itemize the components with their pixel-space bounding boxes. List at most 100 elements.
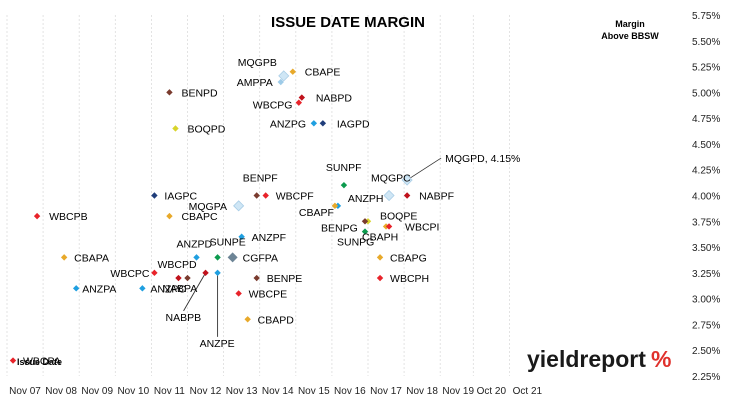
- y-tick-label: 5.75%: [692, 11, 720, 22]
- scatter-point: [214, 254, 221, 261]
- point-label: BENPF: [243, 173, 278, 185]
- scatter-point: [244, 316, 251, 323]
- point-label: ANZPD: [177, 238, 213, 250]
- x-tick-label: Nov 11: [154, 386, 185, 397]
- scatter-point: [376, 274, 384, 282]
- scatter-point: [166, 89, 173, 96]
- scatter-point: [33, 212, 41, 220]
- scatter-point: [376, 254, 384, 261]
- scatter-point: [151, 192, 158, 199]
- scatter-point: [151, 269, 158, 277]
- y-tick-label: 2.75%: [692, 320, 720, 331]
- scatter-point: [262, 192, 269, 199]
- scatter-point: [184, 274, 191, 282]
- y-tick-label: 2.25%: [692, 372, 720, 383]
- x-tick-label: Nov 17: [370, 386, 402, 397]
- logo-wordmark: yieldreport: [527, 346, 646, 372]
- point-label: NABPD: [316, 93, 353, 105]
- y-tick-label: 4.25%: [692, 166, 720, 177]
- point-label: SUNPE: [210, 236, 246, 248]
- point-label: CBAPF: [299, 207, 334, 219]
- yieldreport-logo: yieldreport %: [527, 346, 671, 372]
- scatter-point: [331, 202, 339, 210]
- x-tick-label: Nov 19: [442, 386, 474, 397]
- scatter-point: [401, 174, 413, 186]
- scatter-point: [295, 99, 303, 106]
- point-label: NABPF: [419, 191, 454, 203]
- scatter-point: [253, 192, 260, 199]
- scatter-point: [214, 269, 221, 277]
- point-label: CBAPH: [362, 231, 398, 243]
- scatter-point: [72, 285, 80, 292]
- y-tick-label: 5.25%: [692, 63, 720, 74]
- scatter-point: [233, 200, 245, 212]
- x-tick-label: Nov 18: [406, 386, 438, 397]
- x-tick-label: Nov 10: [117, 386, 149, 397]
- point-label: MQGPD, 4.15%: [445, 153, 520, 165]
- x-tick-label: Nov 09: [81, 386, 113, 397]
- logo-percent: %: [651, 346, 671, 372]
- point-label: WBCPE: [249, 288, 288, 300]
- point-label: WBCPF: [276, 191, 314, 203]
- issue-date-note: Issue Date: [17, 357, 62, 367]
- x-tick-label: Nov 08: [45, 386, 77, 397]
- scatter-point: [172, 125, 179, 132]
- point-label: ANZPF: [252, 232, 286, 244]
- point-label: BOQPD: [187, 123, 225, 135]
- scatter-point: [361, 218, 369, 225]
- point-label: IAGPC: [164, 191, 197, 203]
- point-label: ANZPA: [82, 283, 116, 295]
- x-tick-label: Nov 13: [226, 386, 258, 397]
- y-tick-label: 4.75%: [692, 114, 720, 125]
- x-tick-label: Nov 15: [298, 386, 330, 397]
- data-points: [9, 68, 413, 364]
- x-tick-label: Oct 20: [477, 386, 507, 397]
- point-label: BENPG: [321, 222, 358, 234]
- point-label: CBAPC: [181, 211, 218, 223]
- point-label: CBAPE: [305, 67, 341, 79]
- scatter-point: [227, 252, 238, 263]
- point-label: CGFPA: [243, 252, 278, 264]
- point-label: IAGPD: [337, 118, 370, 130]
- x-tick-label: Nov 16: [334, 386, 366, 397]
- point-label: WBCPD: [158, 259, 198, 271]
- leader-lines: [183, 157, 442, 337]
- point-label: ANZPG: [270, 118, 306, 130]
- point-label: WBCPA: [23, 356, 61, 368]
- point-label: AMPPA: [237, 77, 273, 89]
- scatter-point: [60, 254, 68, 261]
- scatter-point: [310, 120, 318, 127]
- point-label: NABPB: [166, 312, 202, 324]
- margin-note-line1: Margin: [615, 19, 645, 29]
- scatter-point: [202, 269, 209, 277]
- scatter-point: [340, 181, 348, 189]
- point-label: WBCPB: [49, 211, 88, 223]
- leader-line: [183, 272, 206, 312]
- point-label: MQGPA: [189, 201, 227, 213]
- point-label: ANZPE: [200, 338, 235, 350]
- scatter-point: [253, 274, 260, 282]
- x-tick-label: Oct 21: [513, 386, 543, 397]
- point-label: MQGPB: [238, 57, 277, 69]
- x-tick-label: Nov 14: [262, 386, 294, 397]
- chart-title: ISSUE DATE MARGIN: [271, 14, 425, 31]
- x-axis: Nov 07 Nov 08 Nov 09 Nov 10 Nov 11 Nov 12 Nov …: [9, 386, 542, 397]
- scatter-point: [166, 212, 173, 220]
- leader-line: [409, 157, 442, 179]
- scatter-point: [278, 70, 290, 82]
- scatter-point: [385, 223, 393, 230]
- point-label: BENPE: [267, 273, 303, 285]
- scatter-point: [289, 68, 296, 75]
- point-label: ANZPH: [348, 193, 384, 205]
- point-label: NABPA: [162, 283, 197, 295]
- point-label: CBAPD: [258, 314, 295, 326]
- y-tick-label: 5.50%: [692, 37, 720, 48]
- y-tick-label: 2.50%: [692, 346, 720, 357]
- scatter-point: [277, 78, 284, 86]
- point-label: WBCPH: [390, 273, 429, 285]
- y-tick-label: 4.50%: [692, 140, 720, 151]
- scatter-point: [403, 192, 411, 199]
- scatter-point: [193, 254, 200, 261]
- scatter-point: [319, 120, 327, 127]
